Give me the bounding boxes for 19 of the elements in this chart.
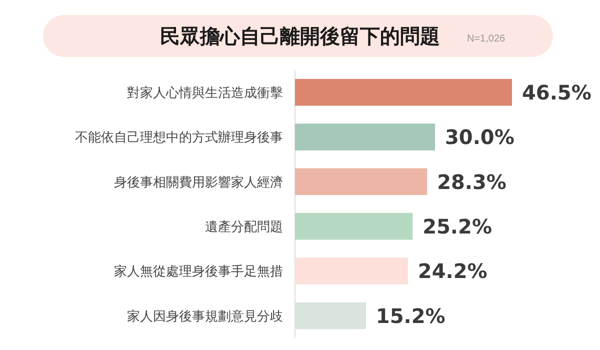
- chart-subtitle: N=1,026: [467, 34, 506, 45]
- bar: [295, 258, 408, 284]
- data-label: 46.5%: [522, 80, 592, 105]
- bar: [295, 124, 435, 150]
- y-tick-label: 不能依自己理想中的方式辦理身後事: [75, 130, 283, 146]
- chart-title: 民眾擔心自己離開後留下的問題: [160, 24, 440, 48]
- y-tick-label: 家人無從處理身後事手足無措: [114, 264, 283, 280]
- bar: [295, 212, 413, 240]
- data-label: 30.0%: [445, 125, 514, 150]
- bar: [295, 78, 512, 106]
- data-label: 24.2%: [418, 259, 488, 284]
- y-tick-label: 家人因身後事規劃意見分歧: [127, 308, 283, 324]
- data-label: 28.3%: [437, 170, 506, 194]
- y-tick-label: 遺產分配問題: [205, 220, 283, 236]
- bar: [295, 168, 428, 196]
- data-label: 15.2%: [376, 304, 446, 328]
- data-label: 25.2%: [422, 214, 492, 239]
- y-tick-label: 對家人心情與生活造成衝擊: [127, 85, 283, 102]
- y-tick-label: 身後事相關費用影響家人經濟: [114, 174, 283, 190]
